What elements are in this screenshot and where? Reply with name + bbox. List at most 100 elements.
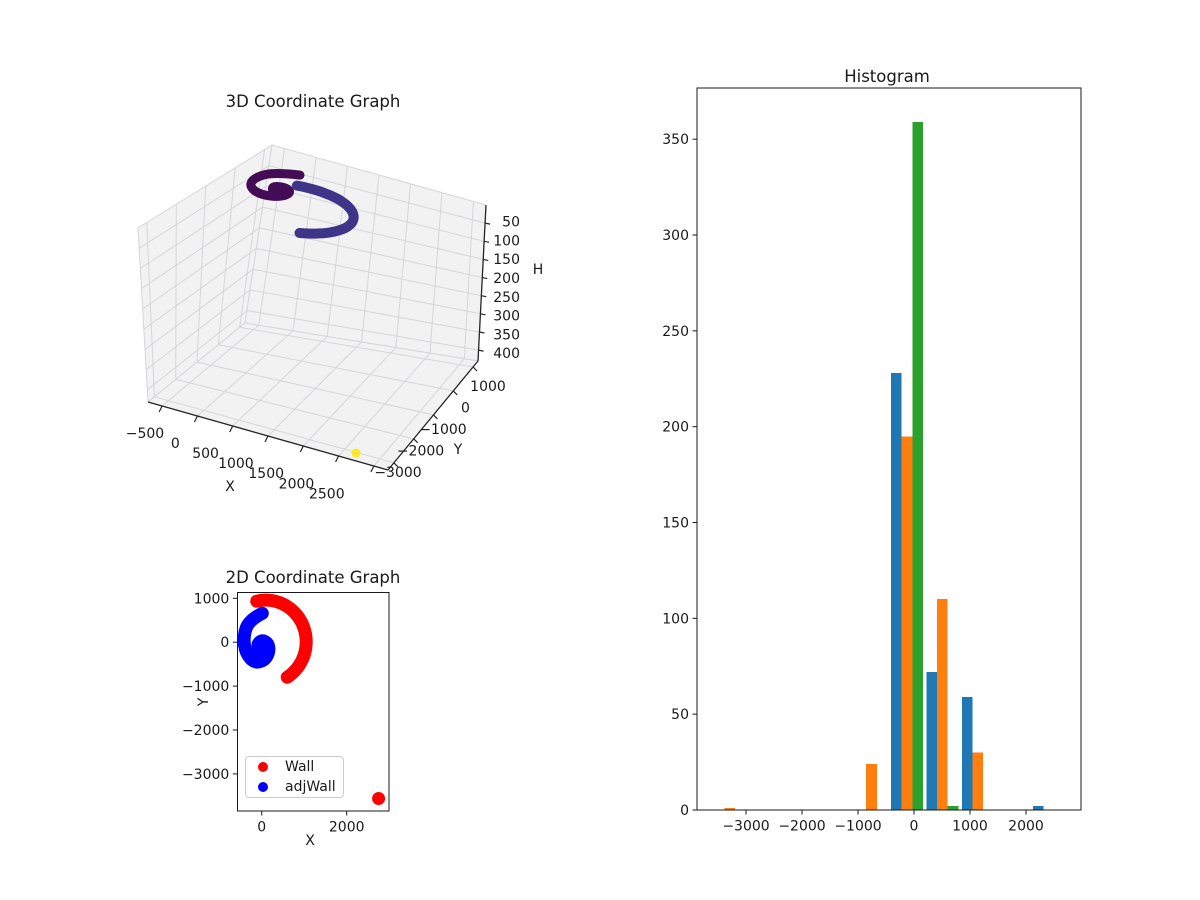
plot3d-x-tick-label: 500 bbox=[192, 446, 219, 462]
z-tick-mark bbox=[478, 349, 484, 352]
grid-z-right bbox=[265, 185, 485, 242]
z-tick-mark bbox=[482, 276, 488, 280]
z-axis-spine bbox=[477, 204, 487, 362]
grid-x-floor bbox=[232, 336, 328, 427]
grid-y-floor bbox=[196, 361, 434, 416]
z-tick-mark bbox=[484, 222, 491, 225]
plot3d-z-tick-label: 50 bbox=[502, 215, 520, 231]
grid-x-wall bbox=[395, 183, 411, 348]
plot2d-x-tick-label: 0 bbox=[257, 820, 266, 836]
y-tick-mark bbox=[433, 414, 438, 420]
plot3d-x-tick-label: 2500 bbox=[309, 486, 345, 502]
hist-x-tick-label: −1000 bbox=[834, 819, 881, 835]
grid-x-floor bbox=[302, 347, 397, 447]
hist-x-tick-label: −2000 bbox=[778, 819, 825, 835]
plot3d-x-tick-label: −500 bbox=[126, 426, 164, 442]
plot3d-y-tick-label: 0 bbox=[461, 401, 470, 417]
plot3d-x-tick-label: 1000 bbox=[218, 456, 254, 472]
grid-z-right bbox=[246, 310, 479, 351]
z-tick-mark bbox=[484, 240, 490, 243]
hist-bar bbox=[961, 696, 973, 810]
x-tick-mark bbox=[299, 445, 304, 453]
plot2d-y-tick-label: −2000 bbox=[182, 723, 229, 739]
grid-x-wall bbox=[463, 201, 474, 359]
plot2d-y-axis-label: Y bbox=[196, 697, 212, 707]
hist-y-tick-label: 100 bbox=[662, 611, 689, 627]
plot3d-x-tick-label: 2000 bbox=[279, 476, 315, 492]
x-tick-mark bbox=[370, 465, 375, 473]
plot3d-z-tick-label: 200 bbox=[493, 271, 520, 287]
grid-z-right bbox=[249, 289, 480, 333]
hist-y-tick-label: 250 bbox=[662, 324, 689, 340]
z-tick-mark bbox=[480, 313, 486, 316]
grid-z-left bbox=[141, 206, 263, 290]
grid-x-wall bbox=[326, 166, 348, 337]
grid-x-floor bbox=[267, 341, 362, 437]
grid-z-right bbox=[268, 165, 486, 224]
plot3d-z-tick-label: 100 bbox=[493, 234, 520, 250]
histogram-title: Histogram bbox=[844, 67, 930, 86]
x-tick-mark bbox=[264, 435, 269, 443]
legend-label-adjwall: adjWall bbox=[285, 778, 336, 795]
hist-bar bbox=[912, 121, 923, 810]
wall-arc-3d bbox=[291, 180, 359, 239]
grid-z-left bbox=[144, 268, 254, 350]
hist-bar bbox=[937, 599, 948, 810]
plot3d-z-tick-label: 350 bbox=[493, 327, 520, 343]
hist-y-tick-label: 150 bbox=[662, 516, 689, 532]
hist-x-tick-label: 2000 bbox=[1008, 819, 1044, 835]
plot2d-y-tick-label: −1000 bbox=[182, 679, 229, 695]
adjwall-marker-icon bbox=[258, 781, 268, 792]
hist-x-tick-label: −3000 bbox=[722, 819, 769, 835]
plot3d-x-tick-label: 0 bbox=[171, 436, 180, 452]
grid-z-left bbox=[138, 165, 270, 249]
y-tick-mark bbox=[472, 366, 478, 372]
hist-y-tick-label: 50 bbox=[671, 707, 689, 723]
plot3d-y-tick-label: −1000 bbox=[419, 422, 466, 438]
hist-bar bbox=[972, 752, 984, 810]
x-tick-mark bbox=[229, 425, 234, 433]
z-tick-mark bbox=[481, 295, 487, 298]
x-tick-mark bbox=[335, 455, 340, 463]
plot2d-x-axis-label: X bbox=[305, 833, 315, 849]
outlier-point-3d bbox=[351, 448, 361, 458]
hist-bar bbox=[926, 672, 938, 810]
hist-bar bbox=[1032, 806, 1044, 810]
legend-label-wall: Wall bbox=[285, 759, 315, 776]
plot3d-y-tick-label: −3000 bbox=[374, 465, 421, 481]
grid-y-wall bbox=[217, 167, 236, 345]
grid-y-floor bbox=[239, 326, 474, 368]
y-tick-mark bbox=[393, 462, 399, 468]
plot2d-x-tick-label: 2000 bbox=[329, 820, 365, 836]
hist-axes-box bbox=[696, 87, 1082, 811]
hist-y-tick-label: 300 bbox=[662, 228, 689, 244]
grid-z-left bbox=[145, 289, 251, 370]
plot3d-x-tick-label: 1500 bbox=[248, 466, 284, 482]
y-axis-spine bbox=[387, 360, 479, 471]
grid-x-wall bbox=[361, 174, 380, 343]
y-tick-mark bbox=[413, 438, 419, 444]
plot3d-group: −50005001000150020002500−3000−2000−10000… bbox=[126, 144, 520, 502]
grid-z-right bbox=[256, 248, 482, 297]
grid-y-wall bbox=[196, 185, 207, 363]
hist-y-tick-label: 200 bbox=[662, 420, 689, 436]
hist-x-tick-label: 0 bbox=[910, 819, 919, 835]
legend-item-adjwall: adjWall bbox=[258, 779, 343, 796]
grid-z-left bbox=[142, 227, 260, 310]
legend-item-wall: Wall bbox=[258, 759, 343, 776]
adjwall-spiral-2d bbox=[237, 606, 276, 669]
grid-y-floor bbox=[218, 344, 454, 392]
hist-bar bbox=[891, 373, 902, 810]
wall-outlier-point-2d bbox=[372, 792, 386, 805]
grid-z-right bbox=[253, 268, 481, 315]
grid-z-right bbox=[262, 206, 484, 260]
hist-bar bbox=[866, 764, 877, 810]
x-tick-mark bbox=[158, 405, 163, 413]
z-tick-mark bbox=[479, 331, 485, 334]
plot2d-y-tick-label: 0 bbox=[220, 635, 229, 651]
z-tick-mark bbox=[483, 258, 489, 262]
plot3d-z-axis-label: H bbox=[532, 262, 544, 278]
grid-x-floor bbox=[197, 330, 294, 417]
y-tick-mark bbox=[452, 390, 458, 396]
